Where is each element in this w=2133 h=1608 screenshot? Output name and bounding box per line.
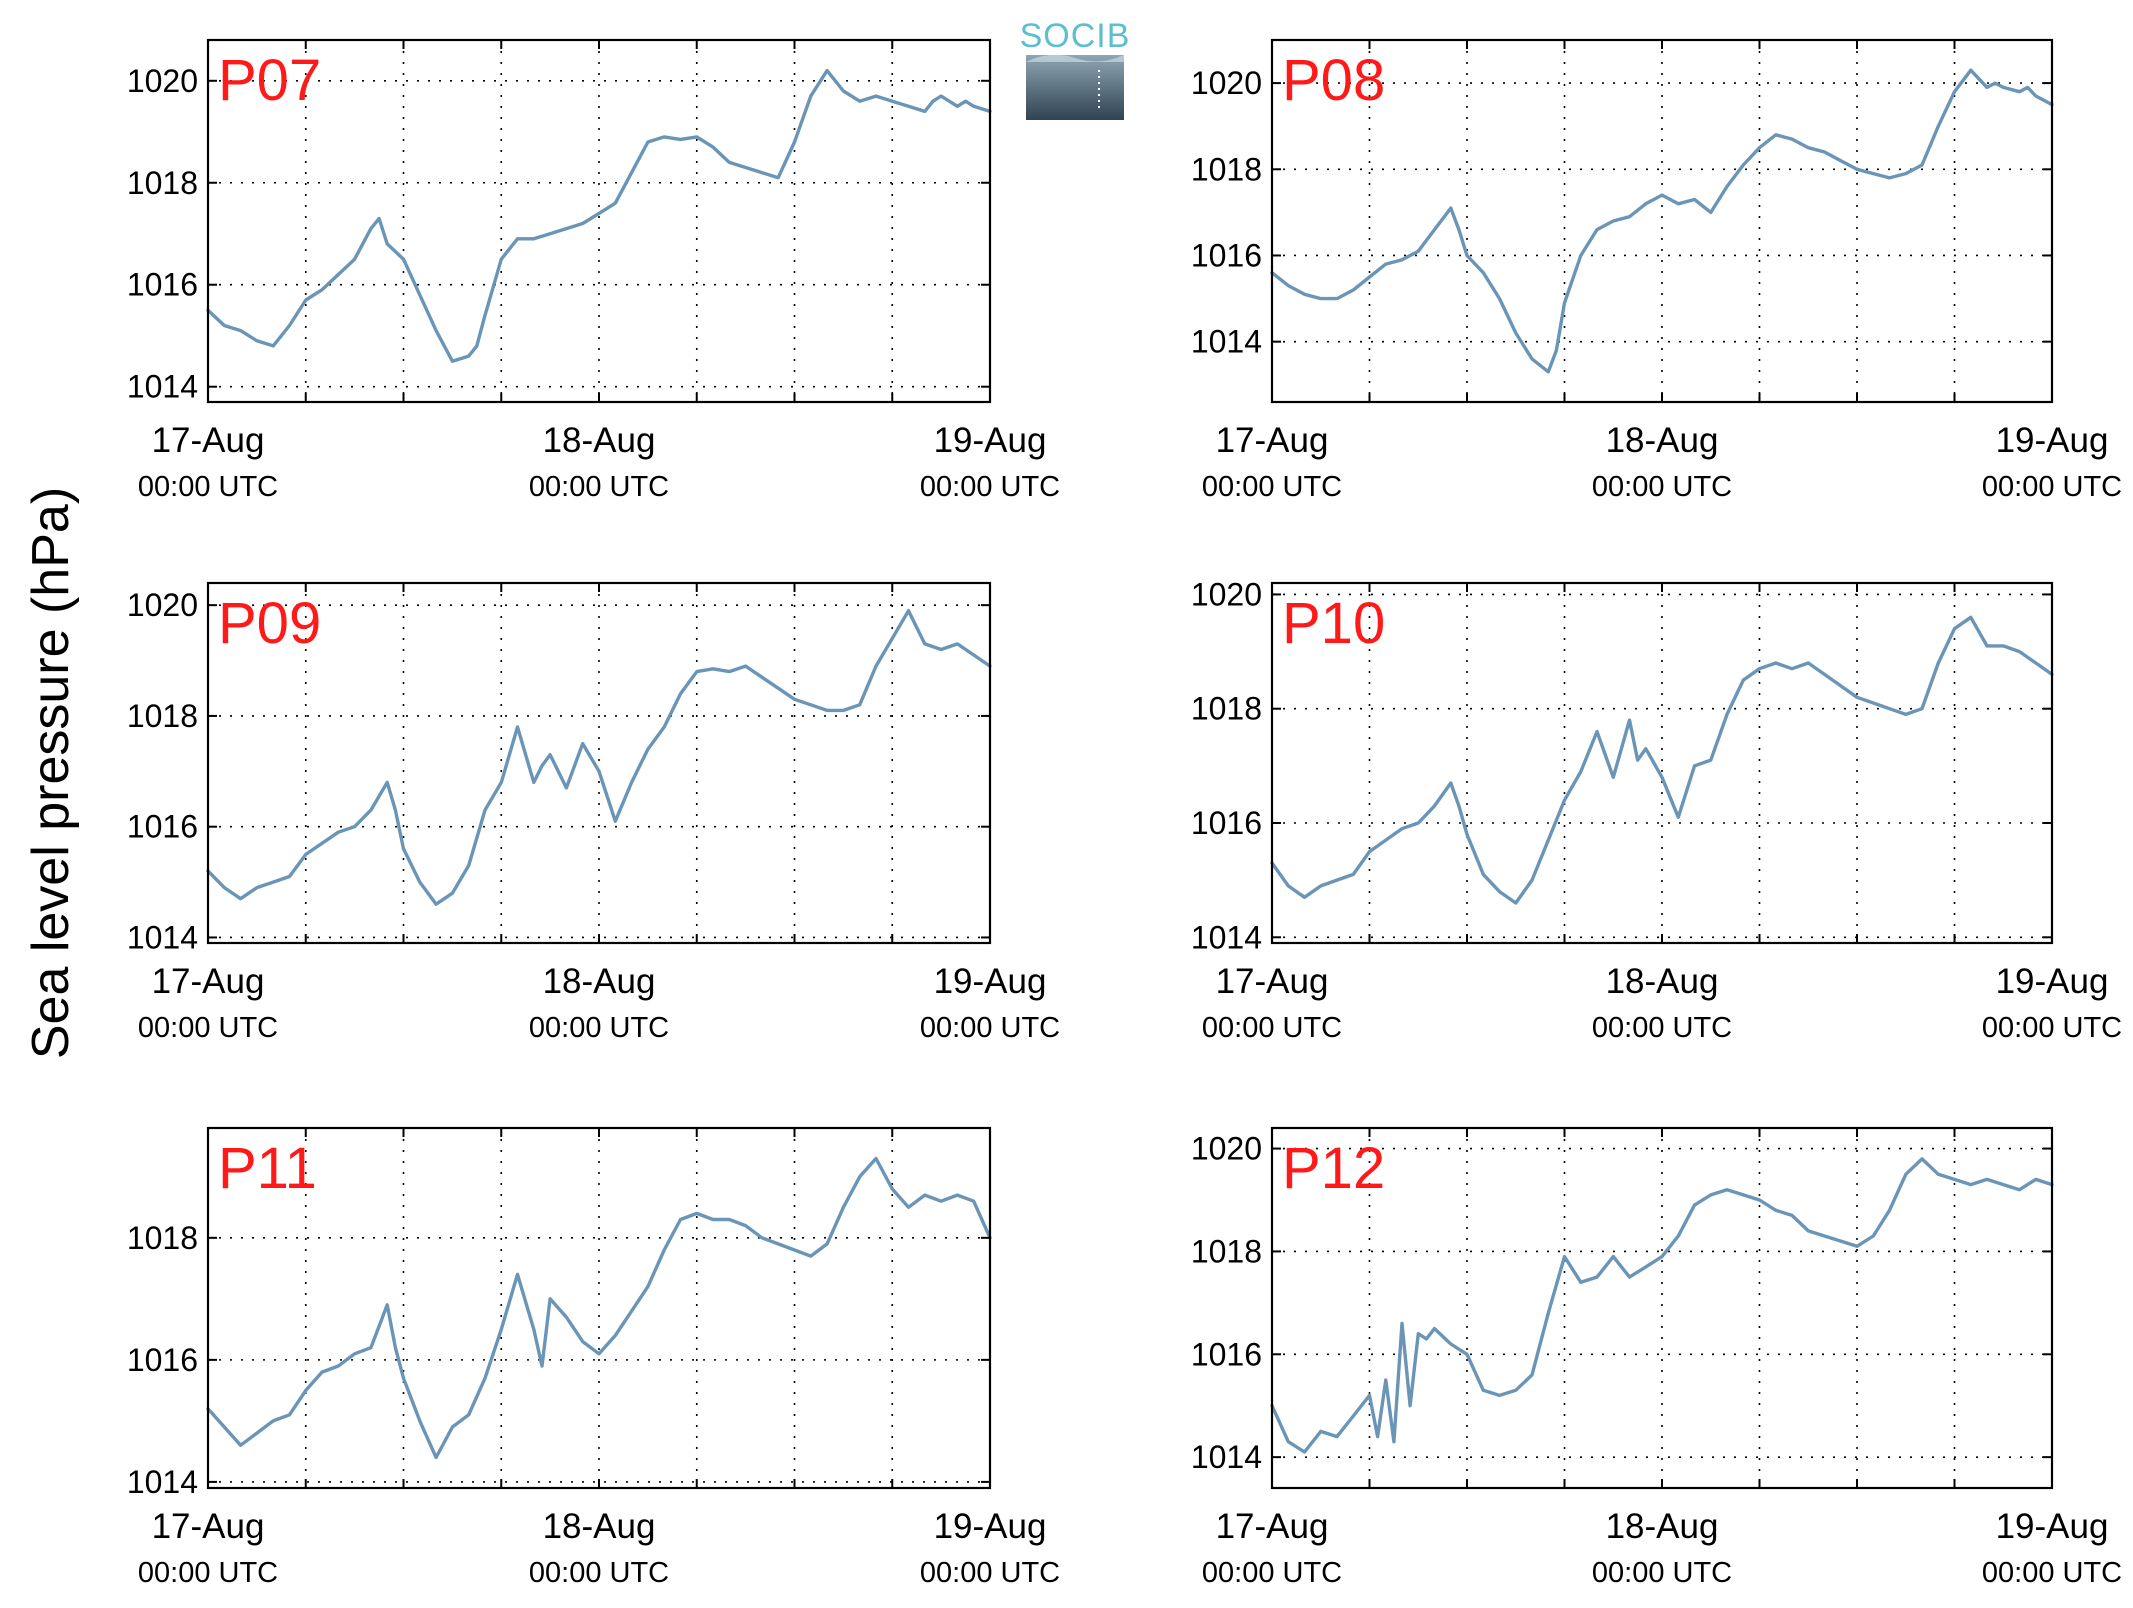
x-tick-label-time: 00:00 UTC: [138, 1557, 278, 1589]
x-tick-label-date: 18-Aug: [1606, 1507, 1719, 1546]
x-tick-label-date: 18-Aug: [543, 962, 656, 1001]
x-tick-label-date: 19-Aug: [934, 421, 1047, 460]
panel-p09: 1014 1016 1018 1020 17-Aug 00:00 UTC 18-Aug 00:…: [127, 581, 1060, 1044]
x-tick-label-time: 00:00 UTC: [1982, 1012, 2122, 1044]
x-tick-label-time: 00:00 UTC: [920, 471, 1060, 503]
x-tick-label-date: 17-Aug: [152, 1507, 265, 1546]
y-tick-label: 1018: [1191, 151, 1262, 187]
y-tick-label: 1016: [1191, 805, 1262, 841]
logo-wave: [1026, 54, 1124, 62]
x-tick-label-date: 18-Aug: [543, 1507, 656, 1546]
x-tick-label-date: 19-Aug: [1996, 962, 2109, 1001]
y-tick-label: 1020: [127, 63, 198, 99]
y-tick-label: 1014: [1191, 324, 1262, 360]
x-tick-label-time: 00:00 UTC: [1202, 1557, 1342, 1589]
x-tick-label-date: 19-Aug: [1996, 421, 2109, 460]
y-tick-label: 1014: [1191, 919, 1262, 955]
shared-y-axis-label: Sea level pressure (hPa): [22, 487, 80, 1059]
panel-label: P08: [1282, 48, 1385, 113]
x-tick-label-time: 00:00 UTC: [1592, 1557, 1732, 1589]
y-tick-label: 1018: [127, 165, 198, 201]
x-tick-label-time: 00:00 UTC: [138, 1012, 278, 1044]
y-tick-label: 1020: [1191, 576, 1262, 612]
x-tick-label-date: 18-Aug: [1606, 962, 1719, 1001]
x-tick-label-time: 00:00 UTC: [1202, 1012, 1342, 1044]
x-tick-label-time: 00:00 UTC: [138, 471, 278, 503]
y-tick-label: 1016: [1191, 237, 1262, 273]
y-tick-label: 1014: [127, 369, 198, 405]
panel-p12: 1014 1016 1018 1020 17-Aug 00:00 UTC 18-Aug 00:…: [1191, 1126, 2122, 1589]
y-tick-label: 1014: [1191, 1439, 1262, 1475]
y-tick-label: 1020: [127, 587, 198, 623]
x-tick-label-date: 17-Aug: [1216, 421, 1329, 460]
x-tick-label-date: 19-Aug: [934, 962, 1047, 1001]
x-tick-label-time: 00:00 UTC: [1982, 471, 2122, 503]
x-tick-label-time: 00:00 UTC: [1202, 471, 1342, 503]
y-tick-label: 1018: [127, 698, 198, 734]
y-tick-label: 1016: [127, 809, 198, 845]
logo-text: SOCIB: [1020, 17, 1131, 55]
series-line: [1270, 68, 2054, 374]
y-tick-label: 1016: [127, 1342, 198, 1378]
x-tick-label-time: 00:00 UTC: [529, 1012, 669, 1044]
series-line: [206, 68, 992, 363]
y-tick-label: 1014: [127, 919, 198, 955]
series-line: [1270, 615, 2054, 905]
y-tick-label: 1018: [1191, 1233, 1262, 1269]
y-tick-label: 1018: [127, 1220, 198, 1256]
y-tick-label: 1016: [127, 267, 198, 303]
panel-label: P07: [218, 48, 321, 113]
panel-p11: 1014 1016 1018 17-Aug 00:00 UTC 18-Aug 00:00 U…: [127, 1126, 1060, 1589]
series-line: [206, 1156, 992, 1460]
y-tick-label: 1016: [1191, 1336, 1262, 1372]
series-line: [206, 609, 992, 906]
x-tick-label-date: 17-Aug: [152, 421, 265, 460]
panel-p08: 1014 1016 1018 1020 17-Aug 00:00 UTC 18-Aug 00:…: [1191, 38, 2122, 503]
x-tick-label-time: 00:00 UTC: [920, 1557, 1060, 1589]
y-tick-label: 1020: [1191, 1131, 1262, 1167]
x-tick-label-time: 00:00 UTC: [1982, 1557, 2122, 1589]
x-tick-label-time: 00:00 UTC: [529, 1557, 669, 1589]
x-tick-label-time: 00:00 UTC: [920, 1012, 1060, 1044]
socib-logo: SOCIB: [1020, 17, 1131, 120]
x-tick-label-date: 18-Aug: [1606, 421, 1719, 460]
x-tick-label-date: 17-Aug: [1216, 1507, 1329, 1546]
x-tick-label-date: 17-Aug: [152, 962, 265, 1001]
x-tick-label-time: 00:00 UTC: [1592, 471, 1732, 503]
x-tick-label-time: 00:00 UTC: [1592, 1012, 1732, 1044]
panels: 1014 1016 1018 1020 17-Aug 00:00 UTC 18-Aug 00:…: [127, 38, 2122, 1589]
x-tick-label-time: 00:00 UTC: [529, 471, 669, 503]
x-tick-label-date: 19-Aug: [934, 1507, 1047, 1546]
y-tick-label: 1020: [1191, 65, 1262, 101]
y-tick-label: 1014: [127, 1464, 198, 1500]
panel-label: P11: [218, 1136, 317, 1201]
x-tick-label-date: 17-Aug: [1216, 962, 1329, 1001]
y-tick-label: 1018: [1191, 691, 1262, 727]
panel-label: P12: [1282, 1136, 1385, 1201]
x-tick-label-date: 19-Aug: [1996, 1507, 2109, 1546]
panel-label: P10: [1282, 591, 1385, 656]
x-tick-label-date: 18-Aug: [543, 421, 656, 460]
series-line: [1270, 1157, 2054, 1454]
panel-p07: 1014 1016 1018 1020 17-Aug 00:00 UTC 18-Aug 00:…: [127, 38, 1060, 503]
panel-p10: 1014 1016 1018 1020 17-Aug 00:00 UTC 18-Aug 00:…: [1191, 576, 2122, 1044]
panel-label: P09: [218, 591, 321, 656]
logo-emblem: [1026, 55, 1124, 120]
